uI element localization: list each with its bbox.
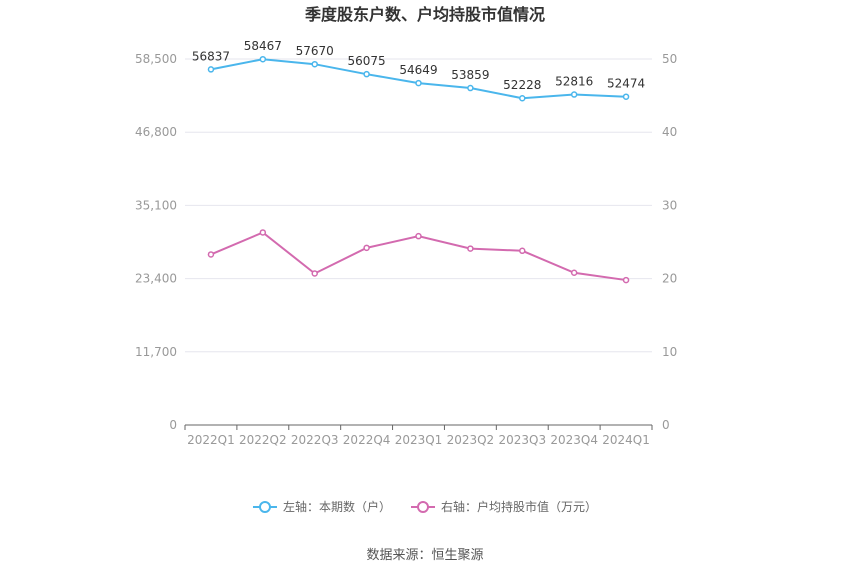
series-line-2	[210, 231, 627, 282]
data-point	[467, 84, 474, 92]
data-source: 数据来源：恒生聚源	[366, 548, 483, 563]
data-point	[311, 270, 318, 277]
left-axis-tick-label: 23,400	[135, 272, 177, 286]
data-point	[207, 66, 215, 73]
legend-label: 左轴：本期数（户）	[283, 499, 391, 514]
data-point	[622, 276, 630, 284]
left-axis-tick-label: 46,800	[135, 125, 177, 139]
x-axis-tick-label: 2024Q1	[602, 433, 650, 447]
right-axis-tick-label: 20	[662, 272, 677, 286]
grid-lines	[185, 58, 652, 353]
data-point	[519, 247, 526, 255]
left-axis-tick-label: 35,100	[135, 198, 177, 212]
legend-marker-icon	[417, 501, 429, 513]
right-axis-tick-label: 0	[662, 418, 670, 432]
data-point	[415, 79, 422, 87]
x-axis-tick-label: 2023Q2	[447, 433, 495, 447]
data-point	[259, 55, 267, 63]
data-label: 57670	[296, 44, 334, 58]
x-axis-tick-label: 2023Q1	[395, 433, 443, 447]
series-layer: 56837 58467 57670 56075 54649 53859 52228 52816…	[192, 39, 645, 284]
data-point	[467, 245, 474, 252]
x-axis-tick-label: 2022Q1	[187, 433, 235, 447]
data-point	[570, 269, 578, 276]
data-label: 53859	[451, 68, 489, 82]
data-point	[570, 91, 578, 98]
data-point	[415, 232, 422, 240]
legend-item-2[interactable]: 右轴：户均持股市值（万元）	[411, 499, 597, 514]
legend-item-1[interactable]: 左轴：本期数（户）	[252, 499, 391, 514]
chart-title: 季度股东户数、户均持股市值情况	[304, 5, 545, 24]
data-point	[259, 229, 267, 236]
data-point	[363, 244, 370, 252]
data-label: 58467	[244, 39, 282, 53]
legend-label: 右轴：户均持股市值（万元）	[441, 499, 597, 514]
left-axis-tick-label: 0	[169, 418, 177, 432]
data-label: 52816	[555, 75, 593, 89]
data-label: 56075	[348, 54, 386, 68]
data-point	[622, 93, 630, 100]
data-label: 52474	[607, 77, 645, 91]
axes: 0 0 11,700 10 23,400 20 35,100 30 46,800 40 58,500…	[135, 52, 677, 447]
data-label: 56837	[192, 49, 230, 63]
x-axis-tick-label: 2023Q4	[550, 433, 598, 447]
left-axis-tick-label: 11,700	[135, 345, 177, 359]
x-axis-tick-label: 2022Q3	[291, 433, 339, 447]
right-axis-tick-label: 10	[662, 345, 677, 359]
right-axis-tick-label: 50	[662, 52, 677, 66]
data-label: 54649	[399, 63, 437, 77]
right-axis-tick-label: 30	[662, 198, 677, 212]
legend-marker-icon	[258, 501, 271, 513]
right-axis-tick-label: 40	[662, 125, 677, 139]
x-axis-tick-label: 2022Q4	[343, 433, 391, 447]
legend: 左轴：本期数（户） 右轴：户均持股市值（万元）	[252, 499, 597, 514]
data-point	[311, 60, 318, 68]
left-axis-tick-label: 58,500	[135, 52, 177, 66]
x-axis-tick-label: 2023Q3	[498, 433, 546, 447]
data-point	[207, 251, 215, 258]
data-point	[519, 94, 526, 102]
x-axis-tick-label: 2022Q2	[239, 433, 287, 447]
data-label: 52228	[503, 78, 541, 92]
data-point	[363, 70, 370, 78]
